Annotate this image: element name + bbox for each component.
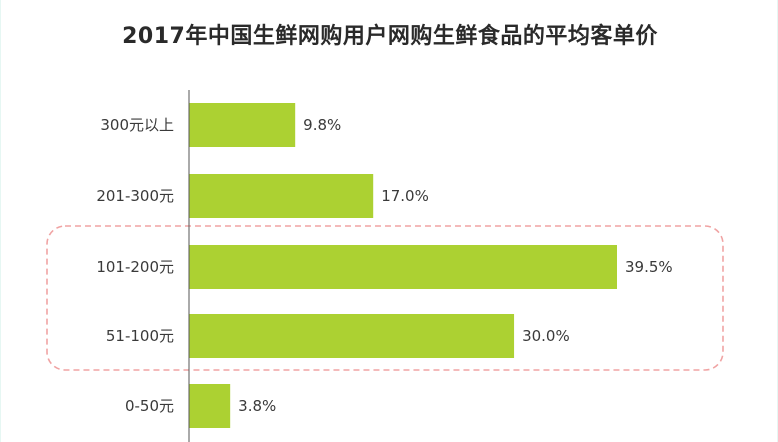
category-label: 201-300元 [96,187,174,205]
bar [189,314,515,358]
category-label: 0-50元 [125,397,174,415]
bar [189,174,374,218]
category-label: 101-200元 [96,258,174,276]
bar [189,245,617,289]
category-label: 51-100元 [106,327,174,345]
bar [189,384,231,428]
bar [189,103,296,147]
chart-title: 2017年中国生鲜网购用户网购生鲜食品的平均客单价 [122,24,658,49]
value-label: 17.0% [381,187,429,205]
value-label: 39.5% [625,258,673,276]
category-label: 300元以上 [100,116,174,134]
value-label: 9.8% [303,116,341,134]
value-label: 3.8% [238,397,276,415]
value-label: 30.0% [522,327,570,345]
highlight-box [46,225,724,371]
